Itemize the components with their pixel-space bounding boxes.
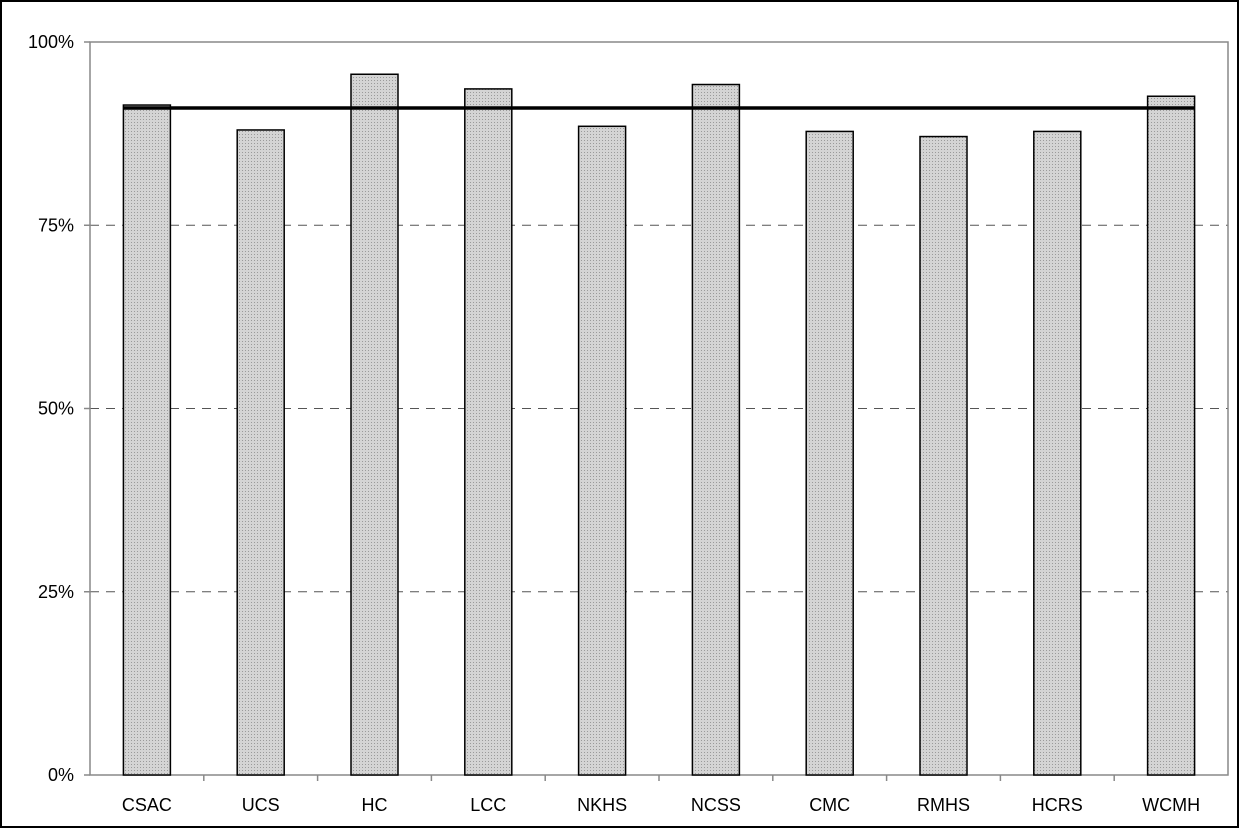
y-tick-label: 75% xyxy=(38,215,74,235)
bar xyxy=(919,135,968,776)
bar xyxy=(350,73,399,776)
x-category-label: NKHS xyxy=(577,795,627,815)
x-category-label: WCMH xyxy=(1142,795,1200,815)
bar xyxy=(1033,130,1082,776)
bar xyxy=(691,83,741,776)
x-category-label: UCS xyxy=(242,795,280,815)
y-tick-label: 100% xyxy=(28,32,74,52)
bar xyxy=(464,88,513,776)
y-tick-label: 50% xyxy=(38,399,74,419)
x-category-label: LCC xyxy=(470,795,506,815)
x-category-label: HC xyxy=(362,795,388,815)
bar xyxy=(805,130,854,776)
x-axis-labels: CSAC UCS HC LCC NKHS NCSS CMC RMHS HCRS WCMH xyxy=(122,795,1200,815)
x-category-label: CSAC xyxy=(122,795,172,815)
bar xyxy=(1146,95,1196,776)
x-category-label: RMHS xyxy=(917,795,970,815)
x-category-label: CMC xyxy=(809,795,850,815)
bar xyxy=(122,104,172,776)
y-tick-label: 0% xyxy=(48,765,74,785)
x-category-label: HCRS xyxy=(1032,795,1083,815)
y-axis-ticks: 0% 25% 50% 75% 100% xyxy=(28,32,90,785)
bar xyxy=(577,125,627,776)
y-tick-label: 25% xyxy=(38,582,74,602)
bars xyxy=(122,73,1196,776)
x-category-label: NCSS xyxy=(691,795,741,815)
bar xyxy=(236,129,285,776)
